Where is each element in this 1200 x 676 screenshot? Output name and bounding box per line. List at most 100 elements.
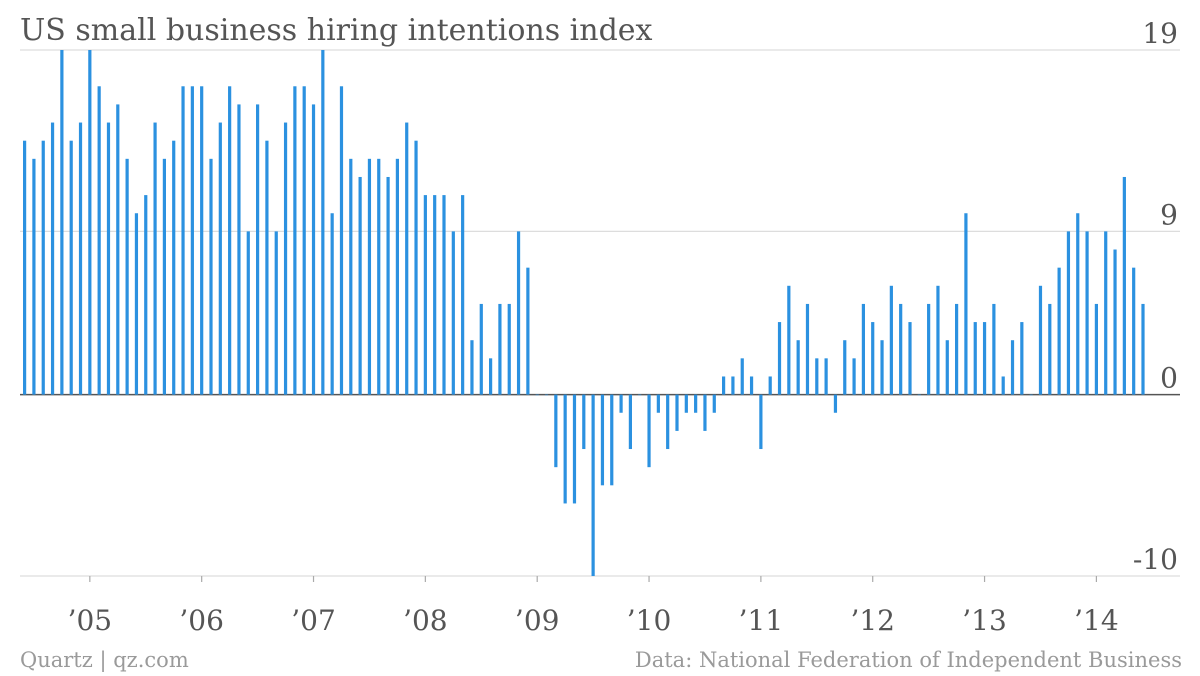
chart-title: US small business hiring intentions inde…	[20, 13, 653, 48]
bar	[293, 86, 297, 395]
bar	[246, 231, 250, 395]
bar	[526, 267, 530, 395]
bar	[181, 86, 185, 395]
bar	[1113, 249, 1117, 395]
bar	[200, 86, 204, 395]
bar	[461, 195, 465, 395]
bar	[274, 231, 278, 395]
bar	[414, 140, 418, 395]
bar	[162, 158, 166, 395]
bar	[405, 122, 409, 395]
bar	[265, 140, 269, 395]
bar	[656, 394, 660, 413]
bar	[722, 376, 726, 395]
bar	[32, 158, 36, 395]
x-tick-label: ’13	[962, 604, 1007, 637]
bar	[1141, 303, 1145, 395]
x-tick-label: ’11	[739, 604, 784, 637]
x-axis-tick-labels: ’05 ’06 ’07 ’08 ’09 ’10 ’11 ’12 ’13 ’14	[68, 576, 1119, 637]
bar	[731, 376, 735, 395]
x-tick-label: ’06	[179, 604, 224, 637]
bar	[1132, 267, 1136, 395]
bar	[78, 122, 83, 395]
bar	[358, 176, 362, 395]
bar	[498, 303, 502, 395]
x-tick-label: ’09	[515, 604, 560, 637]
bar	[237, 104, 241, 395]
bar	[563, 394, 567, 504]
bar	[684, 394, 688, 413]
x-tick-label: ’12	[850, 604, 895, 637]
bar	[116, 104, 120, 395]
bar	[1057, 267, 1061, 395]
bar	[1038, 285, 1043, 395]
bar	[600, 394, 605, 486]
bar	[871, 322, 875, 395]
bar	[153, 122, 157, 395]
bar	[675, 394, 679, 431]
bar	[339, 86, 344, 395]
bar	[41, 140, 45, 395]
bar	[843, 340, 847, 395]
bar	[591, 394, 595, 576]
x-tick-label: ’05	[68, 604, 113, 637]
bar	[172, 140, 176, 395]
bar	[144, 195, 148, 395]
bar	[1122, 176, 1126, 395]
bar	[386, 176, 390, 395]
bar	[694, 394, 698, 413]
y-tick-label: 0	[1160, 362, 1178, 395]
bar	[805, 303, 810, 395]
bar	[256, 104, 260, 395]
bar	[1066, 231, 1071, 395]
bar	[544, 394, 549, 396]
bar	[768, 376, 772, 395]
bar	[218, 122, 222, 395]
bar	[395, 158, 399, 395]
bar	[283, 122, 288, 395]
bar	[572, 394, 577, 504]
y-tick-label: -10	[1133, 543, 1178, 576]
bar	[470, 340, 474, 395]
bar	[815, 358, 819, 395]
x-tick-label: ’10	[627, 604, 672, 637]
y-axis-tick-labels: 19 9 0 -10	[1133, 17, 1178, 576]
bar	[535, 394, 539, 396]
bar	[899, 303, 903, 395]
bar	[228, 86, 232, 395]
bar	[1076, 213, 1080, 395]
bar	[964, 213, 968, 395]
bar	[367, 158, 372, 395]
bar	[377, 158, 381, 395]
bar	[777, 322, 782, 395]
bar	[740, 358, 744, 395]
bar	[666, 394, 670, 450]
bar	[973, 322, 977, 395]
bar	[582, 394, 586, 450]
bar	[982, 322, 987, 395]
bar	[134, 213, 139, 395]
bar	[311, 104, 316, 395]
bar	[50, 122, 55, 395]
bar	[749, 376, 754, 395]
bar	[945, 340, 949, 395]
bar	[330, 213, 334, 395]
bar	[451, 231, 455, 395]
bar	[349, 158, 353, 395]
bar	[647, 394, 651, 468]
y-tick-label: 9	[1160, 198, 1178, 231]
bar	[1048, 303, 1052, 395]
bar	[861, 303, 865, 395]
bar	[955, 303, 959, 395]
bar	[433, 195, 437, 395]
bar	[889, 285, 893, 395]
bar	[69, 140, 73, 395]
x-tick-label: ’08	[403, 604, 448, 637]
bar	[516, 231, 521, 395]
bar	[936, 285, 940, 395]
credit-label: Quartz | qz.com	[20, 648, 189, 672]
bar	[125, 158, 129, 395]
bar	[917, 394, 921, 396]
bar	[610, 394, 614, 486]
